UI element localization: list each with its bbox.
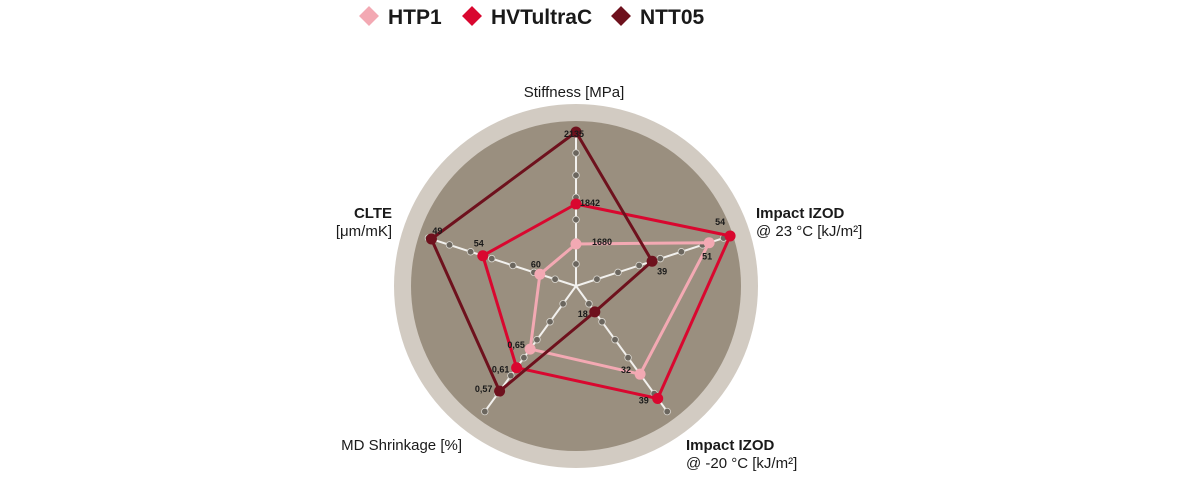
- data-label-ntt05-clte: 49: [432, 226, 442, 236]
- axis-tick-dot: [656, 254, 664, 263]
- series-point-htp1-stiffness: [570, 238, 582, 250]
- axis-label-clte: CLTE [μm/mK]: [336, 205, 392, 240]
- axis-tick-dot: [559, 300, 567, 308]
- axis-tick-dot: [624, 353, 632, 362]
- data-label-hvtultrac-clte: 54: [474, 239, 484, 249]
- series-point-htp1-izod23: [703, 237, 715, 249]
- series-point-htp1-izod-20: [634, 368, 646, 380]
- data-label-ntt05-stiffness: 2135: [564, 129, 584, 139]
- axis-label-stiffness: Stiffness [MPa]: [524, 84, 625, 101]
- series-point-hvtultrac-izod-20: [652, 392, 664, 404]
- data-label-htp1-izod-20: 32: [621, 365, 631, 375]
- axis-tick-dot: [572, 260, 580, 268]
- series-point-ntt05-izod-20: [589, 306, 601, 318]
- legend-diamond-icon: [356, 3, 382, 29]
- data-label-hvtultrac-shrinkage: 0,61: [492, 365, 510, 375]
- axis-tick-dot: [572, 171, 580, 179]
- series-point-hvtultrac-clte: [477, 250, 489, 262]
- value-labels: 1680 51 32 0,65 60 1842 54 39 0,61 54 2135 39 18 0,57…: [432, 129, 725, 405]
- legend-label: HVTultraC: [491, 6, 592, 29]
- series-point-htp1-clte: [534, 268, 546, 280]
- series-point-ntt05-clte: [425, 233, 437, 245]
- data-label-ntt05-izod-20: 18: [578, 309, 588, 319]
- legend-diamond-icon: [608, 3, 634, 29]
- legend-diamond-icon: [459, 3, 485, 29]
- legend: HTP1 HVTultraC NTT05: [356, 3, 705, 29]
- axis-label-line: [μm/mK]: [336, 223, 392, 240]
- axis-tick-dot: [551, 275, 559, 283]
- axis-tick-dot: [593, 275, 601, 283]
- axis-tick-dot: [520, 353, 528, 362]
- data-label-htp1-izod23: 51: [702, 252, 712, 262]
- series-point-htp1-shrinkage: [524, 343, 536, 355]
- series-point-hvtultrac-izod23: [724, 230, 736, 242]
- axis-tick-dot: [445, 241, 454, 249]
- data-label-hvtultrac-izod23: 54: [715, 217, 725, 227]
- axis-tick-dot: [546, 318, 554, 326]
- axis-tick-dot: [614, 268, 622, 277]
- legend-label: NTT05: [640, 6, 705, 29]
- axis-tick-dot: [466, 248, 475, 256]
- axis-labels: Stiffness [MPa]Impact IZOD @ 23 °C [kJ/m²…: [336, 84, 862, 472]
- series-point-ntt05-stiffness: [570, 126, 582, 138]
- axis-label-izod23: Impact IZOD @ 23 °C [kJ/m²]: [756, 205, 862, 240]
- series-line-htp1: [528, 241, 711, 376]
- series-line-hvtultrac: [481, 202, 732, 400]
- series-point-hvtultrac-stiffness: [570, 198, 582, 210]
- axis-tick-dot: [533, 336, 541, 344]
- legend-item-ntt05: NTT05: [608, 3, 705, 29]
- axis-tick-dot: [488, 254, 496, 263]
- axis-tick-dot: [611, 336, 619, 344]
- axis-label-line: MD Shrinkage [%]: [341, 437, 462, 454]
- axis-label-izod-20: Impact IZOD @ -20 °C [kJ/m²]: [686, 437, 797, 472]
- axis-tick-dot: [677, 248, 686, 256]
- axis-label-line: Stiffness [MPa]: [524, 84, 625, 101]
- series-line-ntt05: [429, 130, 654, 393]
- series-point-ntt05-shrinkage: [494, 385, 506, 397]
- series-point-ntt05-izod23: [646, 255, 658, 267]
- data-label-ntt05-shrinkage: 0,57: [475, 384, 493, 394]
- axis-label-line: CLTE: [354, 205, 392, 222]
- axis-label-shrinkage: MD Shrinkage [%]: [341, 437, 462, 454]
- data-label-htp1-shrinkage: 0,65: [507, 340, 525, 350]
- axis-label-line: Impact IZOD: [756, 205, 845, 222]
- data-label-ntt05-izod23: 39: [657, 266, 667, 276]
- series-point-hvtultrac-shrinkage: [511, 362, 523, 374]
- axis-label-line: @ 23 °C [kJ/m²]: [756, 223, 862, 240]
- axis-tick-dot: [663, 407, 671, 416]
- axis-tick-dot: [572, 149, 580, 157]
- axis-tick-dot: [635, 261, 643, 270]
- data-label-hvtultrac-stiffness: 1842: [580, 198, 600, 208]
- axis-tick-dot: [598, 318, 606, 326]
- axis-tick-dot: [572, 215, 580, 224]
- axis-label-line: Impact IZOD: [686, 437, 775, 454]
- chart-series: [425, 126, 736, 404]
- data-label-htp1-clte: 60: [531, 259, 541, 269]
- axis-tick-dot: [481, 407, 489, 416]
- data-label-htp1-stiffness: 1680: [592, 237, 612, 247]
- legend-item-htp1: HTP1: [356, 3, 442, 29]
- axis-tick-dot: [507, 371, 515, 380]
- axis-tick-dot: [509, 261, 517, 270]
- axis-label-line: @ -20 °C [kJ/m²]: [686, 455, 797, 472]
- legend-label: HTP1: [388, 6, 442, 29]
- data-label-hvtultrac-izod-20: 39: [639, 395, 649, 405]
- axis-tick-dot: [585, 300, 593, 308]
- legend-item-hvtultrac: HVTultraC: [459, 3, 592, 29]
